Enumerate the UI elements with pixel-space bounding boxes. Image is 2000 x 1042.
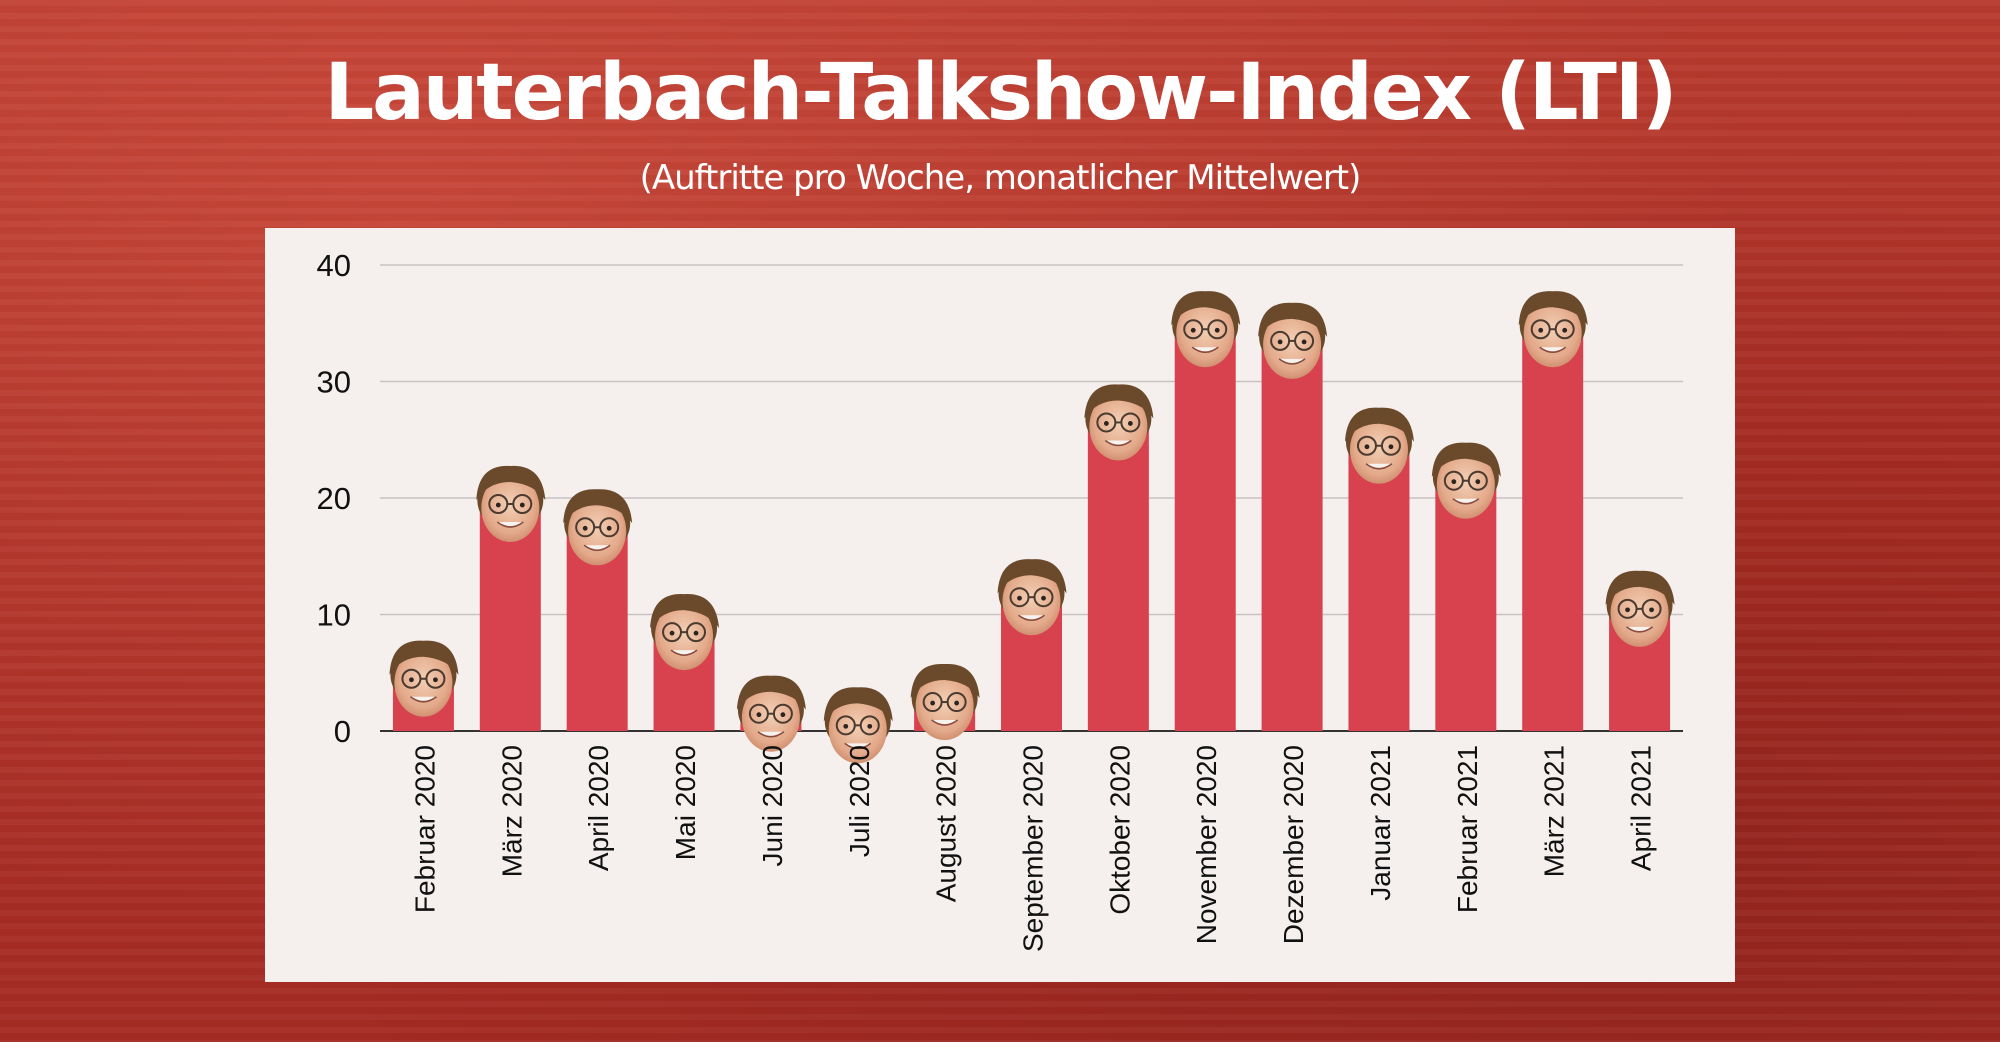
y-tick-label: 10	[317, 598, 351, 633]
face-icon	[1605, 570, 1675, 647]
face-icon	[476, 465, 546, 542]
face-icon	[1171, 291, 1241, 368]
x-tick-label: Januar 2021	[1365, 745, 1396, 901]
face-icon	[1518, 291, 1588, 368]
face-icon	[1258, 302, 1328, 379]
x-tick-label: August 2020	[931, 745, 962, 902]
chart-panel: 0 10 20 30 40 Februar 2020 März 2020 April 202…	[265, 228, 1735, 982]
bar	[1348, 439, 1410, 731]
x-tick-label: März 2021	[1539, 745, 1570, 877]
x-tick-label: April 2020	[583, 745, 614, 871]
face-icon	[650, 594, 720, 671]
face-icon	[1431, 442, 1501, 519]
x-tick-labels: Februar 2020 März 2020 April 2020 Mai 2020 J…	[409, 745, 1656, 952]
x-tick-label: Februar 2021	[1452, 745, 1483, 913]
face-icon	[736, 675, 806, 752]
bar	[1261, 334, 1323, 731]
x-tick-label: November 2020	[1191, 745, 1222, 944]
x-tick-label: Juni 2020	[757, 745, 788, 866]
bar	[1087, 416, 1149, 731]
x-tick-label: Dezember 2020	[1278, 745, 1309, 944]
bar	[1174, 323, 1236, 731]
face-icon	[910, 663, 980, 741]
y-tick-labels: 0 10 20 30 40	[317, 248, 351, 749]
x-tick-label: Juli 2020	[844, 745, 875, 857]
x-tick-label: März 2020	[496, 745, 527, 877]
face-icon	[1084, 384, 1154, 461]
x-tick-label: Mai 2020	[670, 745, 701, 860]
bar-chart: 0 10 20 30 40 Februar 2020 März 2020 April 202…	[317, 248, 1683, 952]
face-icon	[997, 559, 1067, 636]
y-tick-label: 0	[334, 714, 351, 749]
x-tick-label: Oktober 2020	[1104, 745, 1135, 915]
face-icon	[563, 489, 633, 566]
x-tick-label: Februar 2020	[409, 745, 440, 913]
y-tick-label: 20	[317, 481, 351, 516]
bar-faces	[389, 291, 1675, 764]
face-icon	[1344, 407, 1414, 484]
x-tick-label: April 2021	[1626, 745, 1657, 871]
x-tick-label: September 2020	[1018, 745, 1049, 952]
face-icon	[389, 640, 459, 717]
y-tick-label: 30	[317, 365, 351, 400]
face-icon	[823, 687, 893, 764]
y-tick-label: 40	[317, 248, 351, 283]
bar	[1522, 323, 1584, 731]
chart-title: Lauterbach-Talkshow-Index (LTI)	[324, 48, 1677, 138]
chart-subtitle: (Auftritte pro Woche, monatlicher Mittel…	[639, 158, 1362, 198]
